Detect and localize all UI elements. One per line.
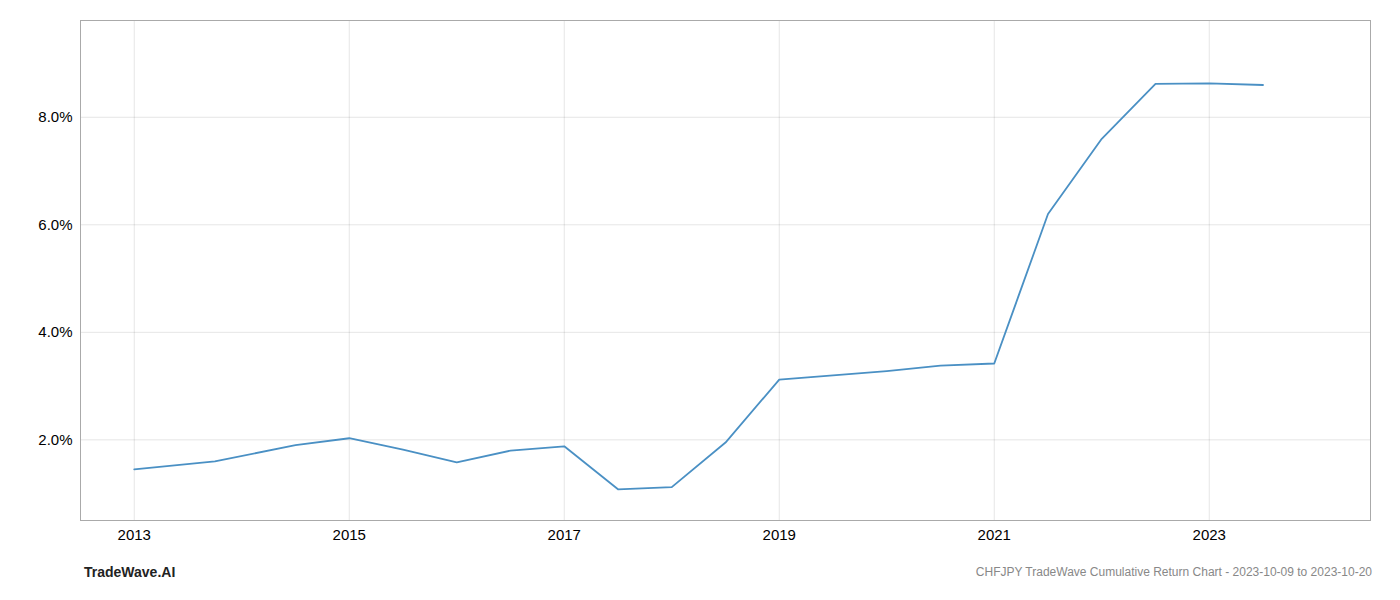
svg-text:2021: 2021 [978,526,1011,543]
svg-text:4.0%: 4.0% [38,323,72,340]
svg-text:2015: 2015 [333,526,366,543]
svg-text:2023: 2023 [1193,526,1226,543]
html-text:TradeWave.AI: TradeWave.AI [84,564,176,580]
svg-text:2013: 2013 [118,526,151,543]
svg-text:2017: 2017 [548,526,581,543]
svg-text:6.0%: 6.0% [38,216,72,233]
svg-text:8.0%: 8.0% [38,108,72,125]
svg-text:2019: 2019 [763,526,796,543]
svg-text:2.0%: 2.0% [38,431,72,448]
html-text:CHFJPY TradeWave Cumulative Re: CHFJPY TradeWave Cumulative Return Chart… [975,565,1372,579]
